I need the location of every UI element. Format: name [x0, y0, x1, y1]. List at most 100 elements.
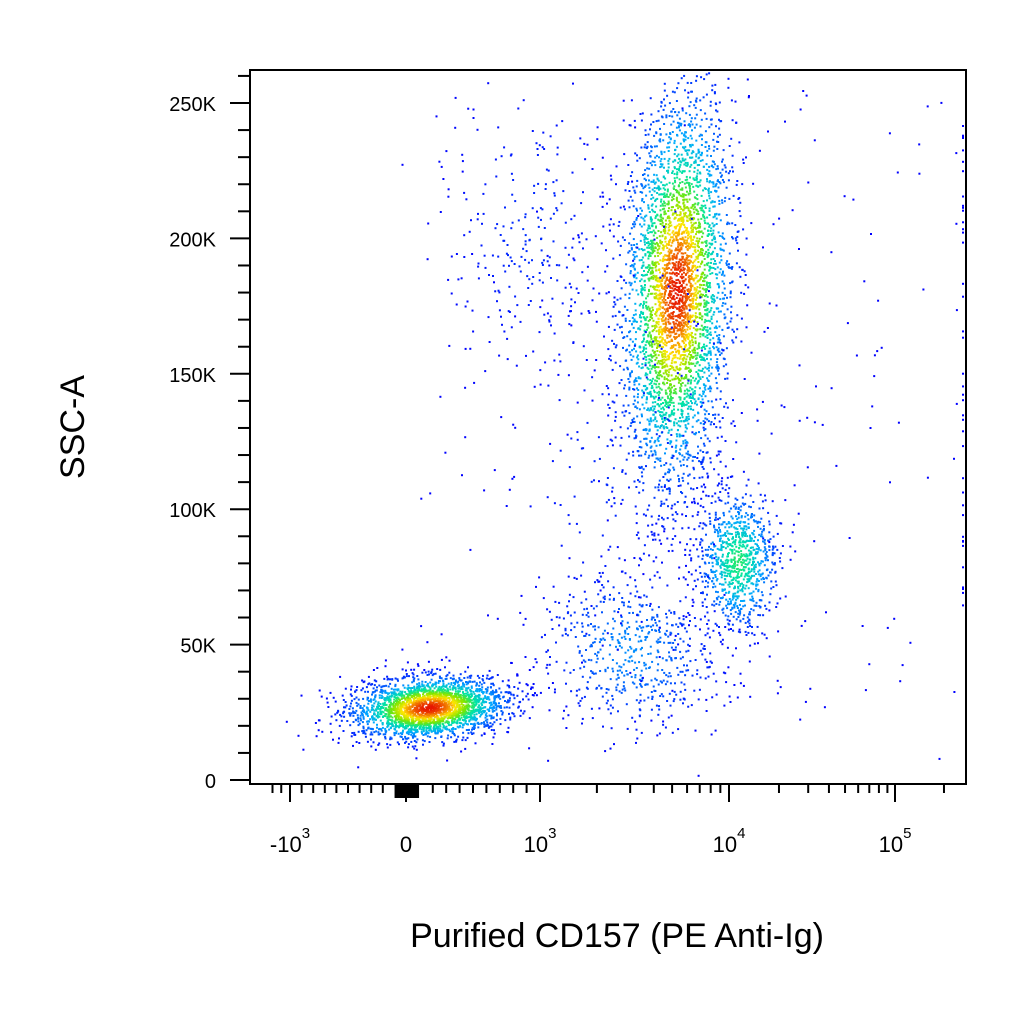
data-point: [386, 746, 389, 749]
data-point: [383, 677, 386, 680]
data-point: [713, 205, 716, 208]
data-point: [678, 157, 681, 160]
data-point: [636, 387, 638, 390]
data-point: [437, 697, 440, 700]
data-point: [718, 285, 721, 288]
data-point: [424, 710, 426, 713]
data-point: [464, 700, 467, 703]
data-point: [717, 291, 720, 294]
data-point: [431, 707, 434, 710]
data-point: [493, 691, 496, 694]
data-point: [643, 302, 645, 305]
data-point: [694, 342, 697, 345]
data-point: [373, 713, 375, 716]
data-point: [650, 337, 653, 340]
data-point: [513, 697, 516, 700]
data-point: [425, 720, 428, 723]
data-point: [663, 202, 666, 204]
data-point: [467, 666, 469, 669]
data-point: [519, 714, 522, 717]
data-point: [723, 405, 726, 408]
data-point: [318, 689, 321, 692]
data-point: [455, 716, 458, 719]
data-point: [689, 237, 692, 240]
data-point: [361, 707, 364, 710]
data-point: [380, 705, 383, 708]
data-point: [655, 457, 658, 460]
data-point: [622, 99, 625, 102]
data-point: [663, 82, 666, 85]
data-point: [422, 703, 424, 706]
data-point: [700, 209, 703, 212]
data-point: [370, 683, 373, 686]
data-point: [678, 480, 681, 483]
data-point: [320, 695, 323, 698]
data-point: [651, 384, 654, 387]
data-point: [483, 721, 485, 724]
data-point: [394, 707, 397, 710]
data-point: [417, 664, 420, 667]
data-point: [397, 732, 400, 735]
data-point: [695, 307, 698, 310]
data-point: [422, 734, 425, 736]
data-point: [413, 740, 416, 742]
data-point: [659, 252, 661, 255]
data-point: [692, 376, 695, 379]
data-point: [638, 304, 641, 307]
data-point: [457, 716, 460, 719]
data-point: [676, 133, 678, 136]
data-point: [412, 733, 415, 736]
data-point: [445, 725, 448, 728]
data-point: [637, 358, 640, 361]
data-point: [664, 240, 667, 243]
data-point: [668, 331, 671, 334]
data-point: [669, 463, 672, 466]
data-point: [697, 224, 700, 227]
data-point: [695, 155, 698, 158]
data-point: [633, 347, 635, 350]
data-point: [403, 695, 406, 698]
data-point: [522, 698, 524, 701]
data-point: [430, 678, 433, 681]
data-point: [630, 247, 633, 250]
data-point: [660, 312, 663, 315]
data-point: [729, 266, 732, 269]
data-point: [429, 687, 432, 690]
data-point: [462, 704, 465, 707]
data-point: [645, 341, 648, 344]
data-point: [649, 334, 652, 337]
data-point: [490, 714, 493, 717]
data-point: [664, 423, 667, 425]
data-point: [705, 93, 708, 96]
data-point: [685, 358, 688, 361]
data-point: [462, 691, 464, 694]
data-point: [664, 227, 667, 230]
data-point: [629, 373, 631, 376]
data-point: [662, 217, 664, 220]
data-point: [668, 217, 671, 220]
data-point: [395, 694, 398, 696]
data-point: [680, 132, 683, 135]
data-point: [648, 428, 651, 431]
data-point: [653, 160, 656, 163]
data-point: [410, 740, 413, 743]
data-point: [451, 692, 454, 695]
data-point: [655, 342, 658, 345]
data-point: [686, 382, 689, 385]
data-point: [460, 699, 463, 702]
data-point: [465, 681, 467, 683]
data-point: [388, 710, 391, 713]
data-point: [630, 244, 633, 247]
data-point: [490, 706, 493, 709]
data-point: [429, 702, 432, 705]
data-point: [451, 687, 454, 690]
data-point: [638, 480, 641, 483]
data-point: [636, 179, 639, 182]
data-point: [658, 188, 660, 191]
data-point: [668, 136, 671, 139]
data-point: [384, 729, 387, 732]
data-point: [493, 695, 496, 698]
data-point: [666, 190, 669, 193]
data-point: [706, 222, 709, 225]
data-point: [481, 678, 484, 681]
